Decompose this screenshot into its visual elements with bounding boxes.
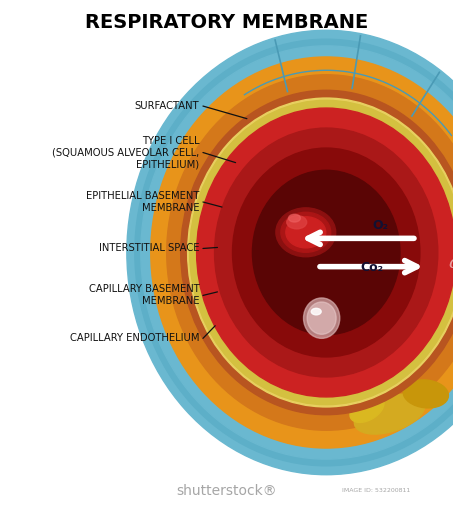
- Circle shape: [190, 100, 463, 405]
- Circle shape: [151, 57, 474, 448]
- Circle shape: [197, 108, 456, 397]
- Text: SURFACTANT: SURFACTANT: [135, 101, 200, 111]
- Circle shape: [303, 298, 340, 338]
- Text: CAPILLARY BASEMENT
MEMBRANE: CAPILLARY BASEMENT MEMBRANE: [89, 284, 200, 307]
- Circle shape: [181, 90, 472, 415]
- Circle shape: [141, 46, 474, 459]
- Text: IMAGE ID: 532200811: IMAGE ID: 532200811: [342, 488, 410, 493]
- Ellipse shape: [311, 308, 321, 315]
- Text: EPITHELIAL BASEMENT
MEMBRANE: EPITHELIAL BASEMENT MEMBRANE: [86, 191, 200, 213]
- Text: INTERSTITIAL SPACE: INTERSTITIAL SPACE: [99, 243, 200, 254]
- Text: shutterstock®: shutterstock®: [176, 484, 277, 498]
- Ellipse shape: [403, 380, 448, 408]
- Ellipse shape: [276, 208, 336, 257]
- Text: RESPIRATORY MEMBRANE: RESPIRATORY MEMBRANE: [85, 13, 368, 32]
- Circle shape: [215, 128, 438, 377]
- Text: air: air: [448, 254, 474, 272]
- Ellipse shape: [286, 217, 326, 248]
- Text: O₂: O₂: [373, 219, 389, 232]
- Text: CAPILLARY ENDOTHELIUM: CAPILLARY ENDOTHELIUM: [70, 333, 200, 343]
- Ellipse shape: [289, 214, 301, 222]
- Circle shape: [135, 39, 474, 466]
- Text: TYPE I CELL
(SQUAMOUS ALVEOLAR CELL,
EPITHELIUM): TYPE I CELL (SQUAMOUS ALVEOLAR CELL, EPI…: [52, 135, 200, 170]
- Ellipse shape: [355, 394, 425, 434]
- Circle shape: [307, 302, 336, 334]
- Text: Co₂: Co₂: [360, 261, 383, 274]
- Circle shape: [188, 98, 465, 407]
- Ellipse shape: [350, 396, 384, 422]
- Circle shape: [253, 170, 400, 335]
- Circle shape: [232, 148, 420, 357]
- Circle shape: [127, 30, 474, 475]
- Ellipse shape: [281, 212, 331, 252]
- Circle shape: [167, 75, 474, 430]
- Ellipse shape: [287, 216, 307, 229]
